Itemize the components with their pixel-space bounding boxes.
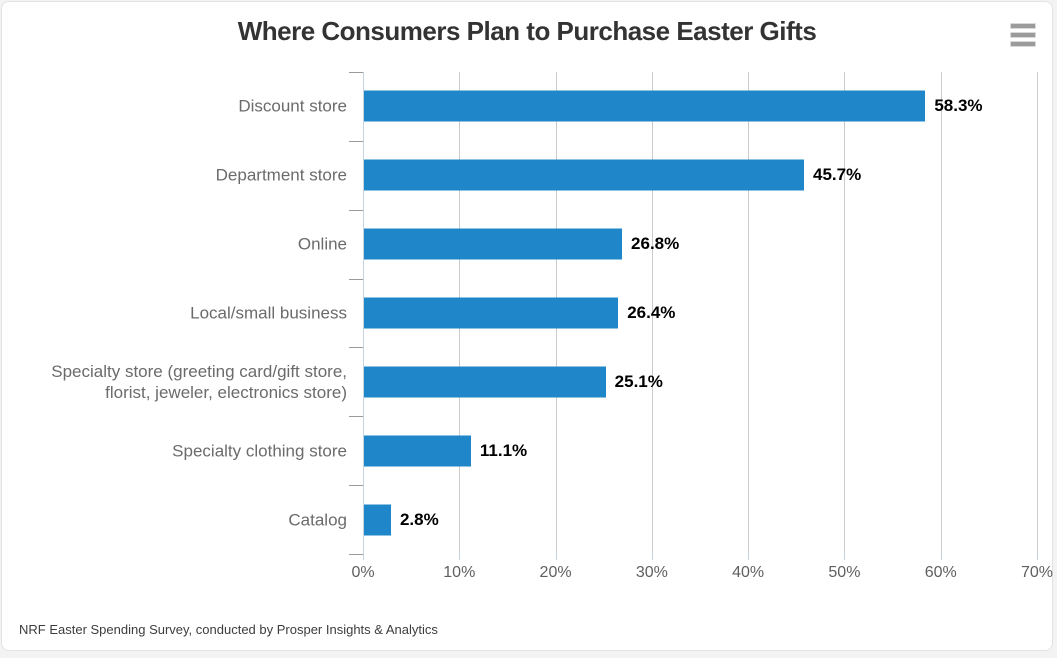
x-axis-label: 30% (635, 564, 668, 581)
y-axis-tick (349, 140, 363, 142)
x-axis-label: 0% (351, 564, 375, 581)
x-axis-label: 20% (539, 564, 572, 581)
y-axis-tick (349, 209, 363, 211)
value-label: 25.1% (614, 371, 663, 391)
gridline (748, 72, 750, 554)
value-label: 2.8% (399, 509, 439, 529)
y-axis-tick (349, 416, 363, 418)
bar[interactable] (364, 504, 391, 536)
x-axis-tick (555, 554, 557, 560)
bar[interactable] (364, 297, 619, 329)
hamburger-menu-icon (1010, 32, 1036, 38)
bar[interactable] (364, 228, 623, 260)
bar[interactable] (364, 90, 926, 122)
x-axis-tick (844, 554, 846, 560)
y-axis-line (363, 72, 364, 554)
x-axis-tick (459, 554, 461, 560)
category-label: Specialty store (greeting card/gift stor… (51, 361, 347, 402)
value-label: 58.3% (934, 96, 983, 116)
y-axis-tick (349, 72, 363, 73)
gridline (844, 72, 846, 554)
hamburger-menu-icon (1010, 41, 1036, 47)
gridline (1037, 72, 1038, 554)
export-menu-button[interactable] (1008, 18, 1038, 48)
x-axis-label: 70% (1020, 564, 1054, 581)
x-axis-tick (1037, 554, 1038, 560)
value-label: 45.7% (813, 165, 862, 185)
y-axis-tick (349, 485, 363, 487)
y-axis-tick (349, 554, 363, 555)
x-axis-tick (940, 554, 942, 560)
x-axis-tick (651, 554, 653, 560)
bar[interactable] (364, 435, 471, 467)
category-label: Online (297, 234, 347, 254)
y-axis-tick (349, 278, 363, 280)
value-label: 26.8% (631, 234, 680, 254)
x-axis-label: 40% (732, 564, 765, 581)
category-label: Local/small business (190, 303, 347, 323)
value-label: 26.4% (627, 303, 676, 322)
x-axis-tick (363, 554, 364, 560)
x-axis-label: 10% (443, 564, 476, 581)
x-axis-tick (748, 554, 750, 560)
category-label: Specialty clothing store (172, 441, 347, 461)
source-note: NRF Easter Spending Survey, conducted by… (19, 622, 438, 637)
bar[interactable] (364, 366, 606, 398)
gridline (651, 72, 653, 554)
hamburger-menu-icon (1010, 23, 1036, 29)
category-label: Department store (215, 165, 347, 185)
gridline (940, 72, 942, 554)
value-label: 11.1% (479, 440, 528, 460)
bar[interactable] (364, 159, 805, 191)
chart-title: Where Consumers Plan to Purchase Easter … (237, 16, 817, 46)
category-label: Discount store (238, 96, 347, 116)
x-axis-label: 50% (828, 564, 861, 581)
x-axis-label: 60% (924, 564, 957, 581)
category-label: Catalog (288, 510, 347, 530)
y-axis-tick (349, 347, 363, 349)
